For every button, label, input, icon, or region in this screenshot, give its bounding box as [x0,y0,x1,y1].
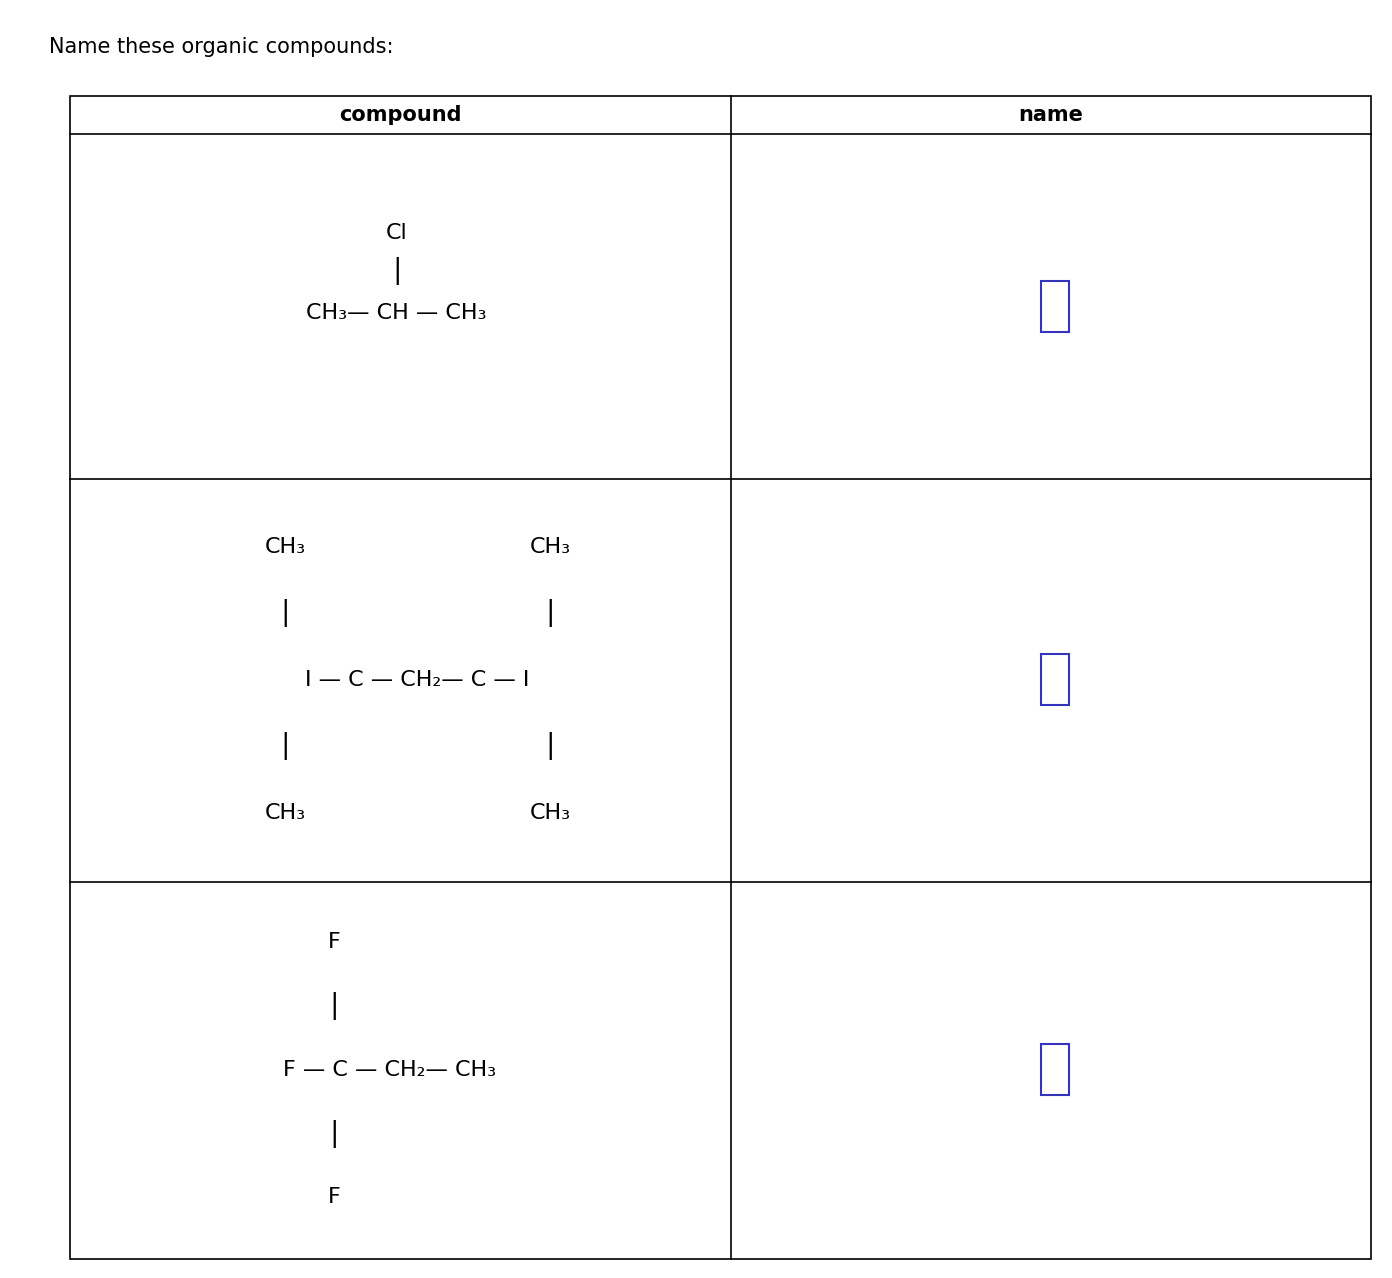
Text: F: F [327,932,341,952]
Text: |: | [281,732,290,760]
Text: name: name [1019,105,1083,125]
FancyBboxPatch shape [1041,654,1069,705]
Text: |: | [546,732,554,760]
Text: compound: compound [338,105,462,125]
FancyBboxPatch shape [1041,1044,1069,1095]
Text: CH₃: CH₃ [529,537,571,557]
FancyBboxPatch shape [1041,281,1069,332]
Text: F: F [327,1187,341,1208]
Text: CH₃: CH₃ [529,803,571,823]
Text: |: | [281,599,290,627]
Text: |: | [330,992,338,1020]
Text: Cl: Cl [386,222,408,243]
Text: CH₃: CH₃ [264,803,306,823]
Text: CH₃: CH₃ [264,537,306,557]
Text: |: | [546,599,554,627]
Text: I — C — CH₂— C — I: I — C — CH₂— C — I [305,670,530,690]
Text: Name these organic compounds:: Name these organic compounds: [49,37,393,58]
Text: F — C — CH₂— CH₃: F — C — CH₂— CH₃ [283,1059,497,1080]
Text: |: | [330,1120,338,1148]
Text: |: | [393,257,401,285]
Text: CH₃— CH — CH₃: CH₃— CH — CH₃ [306,303,487,323]
